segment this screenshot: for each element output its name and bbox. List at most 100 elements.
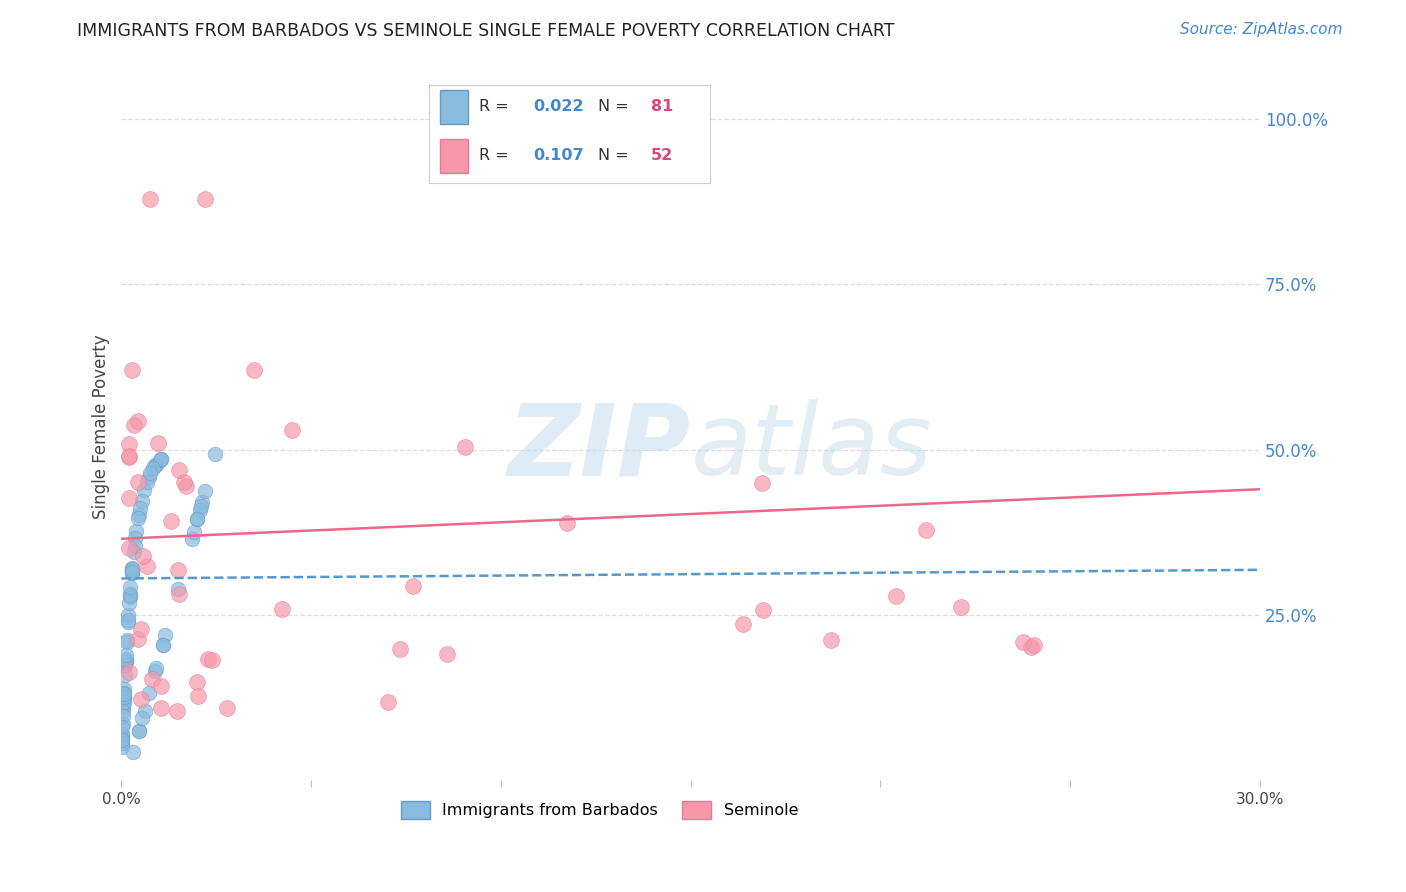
Point <box>150 451 173 466</box>
Point <box>187 689 209 703</box>
Point <box>217 701 239 715</box>
Point <box>112 704 135 718</box>
Point <box>188 502 211 516</box>
Point <box>167 463 190 477</box>
Point <box>118 596 141 610</box>
Point <box>136 475 159 489</box>
Point <box>131 711 153 725</box>
Point <box>1022 638 1045 652</box>
Bar <box>440 139 468 173</box>
Point <box>124 531 146 545</box>
Point <box>388 642 411 657</box>
Point <box>121 565 143 579</box>
Point <box>886 589 908 603</box>
Point <box>174 479 197 493</box>
Text: R =: R = <box>479 148 515 163</box>
Point <box>118 450 141 465</box>
Point <box>122 417 145 432</box>
Point <box>152 638 174 652</box>
Point <box>159 514 181 528</box>
Point <box>111 716 134 731</box>
Point <box>111 729 134 743</box>
Point <box>436 647 458 661</box>
Point <box>138 470 160 484</box>
Point <box>115 632 138 647</box>
Text: atlas: atlas <box>690 400 932 496</box>
Point <box>204 446 226 460</box>
Point <box>118 665 141 680</box>
Point <box>155 628 177 642</box>
Y-axis label: Single Female Poverty: Single Female Poverty <box>93 334 110 519</box>
Point <box>191 494 214 508</box>
Point <box>115 648 138 662</box>
Point <box>128 508 150 522</box>
Point <box>112 699 135 714</box>
Point <box>114 654 136 668</box>
Point <box>111 736 134 750</box>
Point <box>201 653 224 667</box>
Point <box>132 549 155 563</box>
Point <box>145 664 167 678</box>
Point <box>141 673 163 687</box>
Point <box>197 651 219 665</box>
Point <box>167 587 190 601</box>
Point <box>121 562 143 576</box>
Point <box>114 652 136 666</box>
Point <box>149 453 172 467</box>
Point <box>111 732 134 747</box>
Point <box>128 723 150 738</box>
Point <box>145 458 167 472</box>
Point <box>111 732 134 747</box>
Point <box>118 449 141 463</box>
Point <box>112 687 135 701</box>
Point <box>118 541 141 555</box>
Text: N =: N = <box>598 99 634 114</box>
Text: IMMIGRANTS FROM BARBADOS VS SEMINOLE SINGLE FEMALE POVERTY CORRELATION CHART: IMMIGRANTS FROM BARBADOS VS SEMINOLE SIN… <box>77 22 894 40</box>
Point <box>117 615 139 630</box>
Point <box>128 724 150 739</box>
Point <box>129 500 152 515</box>
Point <box>129 691 152 706</box>
Point <box>118 589 141 603</box>
Point <box>194 192 217 206</box>
Point <box>115 635 138 649</box>
Point <box>134 483 156 498</box>
Text: R =: R = <box>479 99 515 114</box>
Point <box>243 363 266 377</box>
Point <box>186 512 208 526</box>
Point <box>271 602 294 616</box>
Point <box>166 704 188 718</box>
Point <box>377 695 399 709</box>
Point <box>194 484 217 499</box>
Point <box>134 704 156 718</box>
Point <box>186 512 208 526</box>
Point <box>112 699 135 714</box>
Point <box>124 539 146 553</box>
Point <box>145 661 167 675</box>
Point <box>120 580 142 594</box>
Point <box>117 607 139 622</box>
Point <box>950 600 973 615</box>
Point <box>733 616 755 631</box>
Point <box>149 700 172 714</box>
Point <box>112 691 135 706</box>
Point <box>111 740 134 755</box>
Point <box>131 493 153 508</box>
Point <box>152 638 174 652</box>
Point <box>114 657 136 672</box>
Point <box>111 709 134 723</box>
Point <box>127 414 149 428</box>
Point <box>112 681 135 696</box>
Text: Source: ZipAtlas.com: Source: ZipAtlas.com <box>1180 22 1343 37</box>
Point <box>118 591 141 605</box>
Point <box>150 679 173 693</box>
Point <box>118 437 141 451</box>
Point <box>117 613 139 627</box>
Point <box>150 451 173 466</box>
Point <box>143 458 166 472</box>
Text: 52: 52 <box>651 148 673 163</box>
Point <box>167 582 190 596</box>
Point <box>180 532 202 546</box>
Point <box>112 690 135 705</box>
Point <box>1019 640 1042 655</box>
